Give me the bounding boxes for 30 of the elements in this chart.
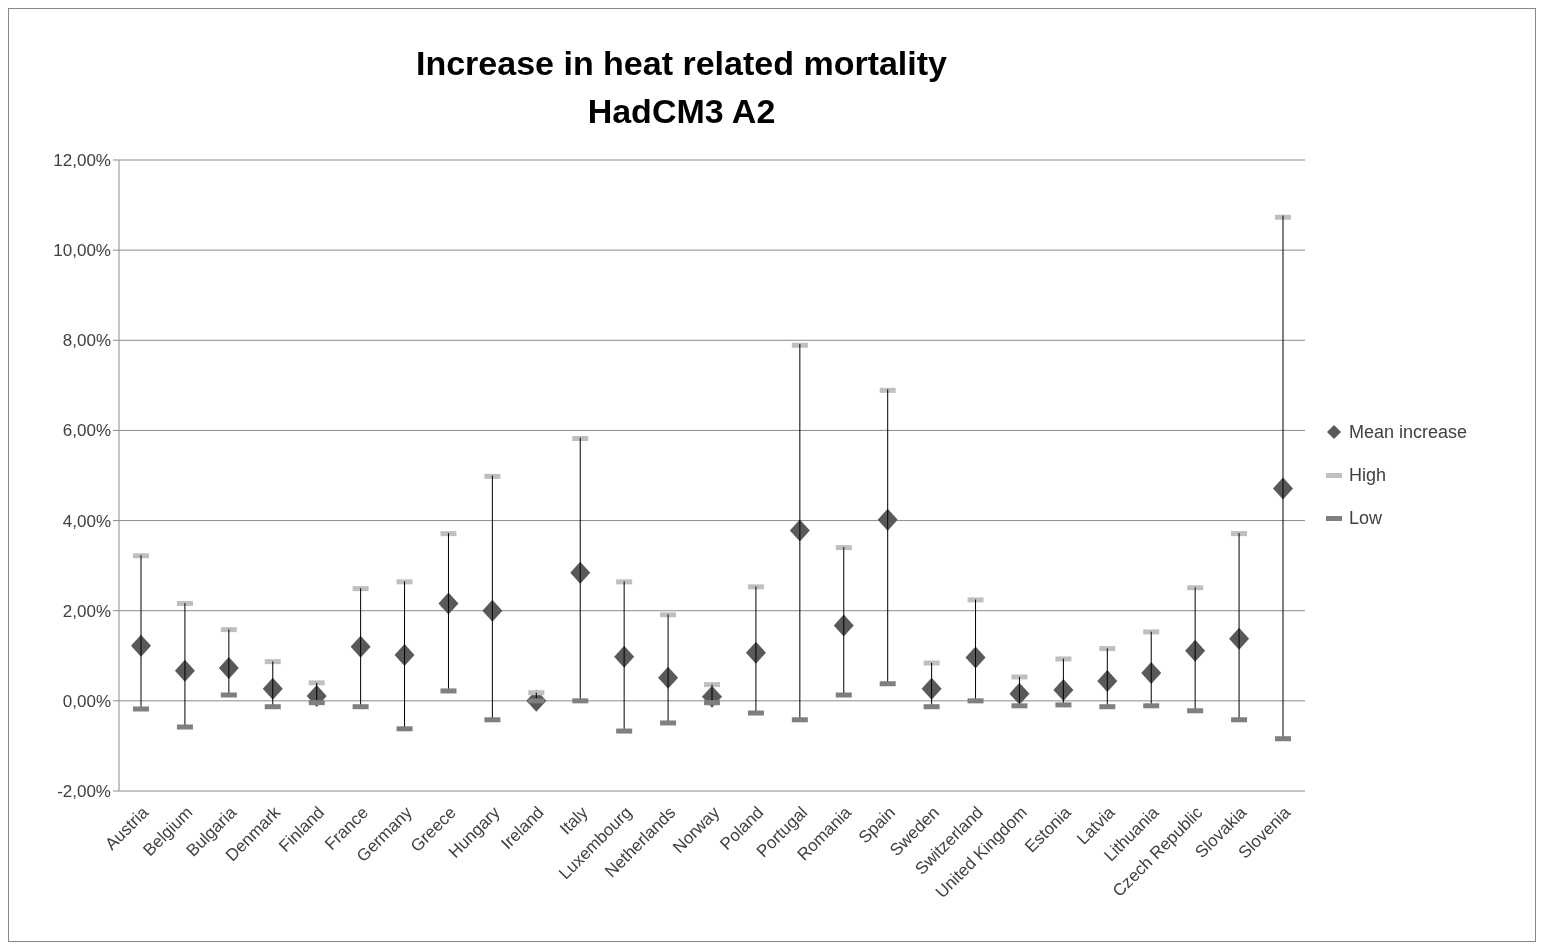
point bbox=[789, 519, 810, 542]
point bbox=[877, 508, 898, 531]
point bbox=[438, 592, 459, 615]
point bbox=[1053, 679, 1074, 702]
point bbox=[570, 561, 591, 584]
point bbox=[394, 643, 415, 666]
y-tick-label: -2,00% bbox=[57, 782, 111, 802]
y-tick-label: 8,00% bbox=[62, 331, 111, 351]
point bbox=[218, 656, 239, 679]
y-tick-label: 12,00% bbox=[53, 151, 111, 171]
point bbox=[1141, 661, 1162, 684]
legend-label: Mean increase bbox=[1349, 421, 1468, 443]
y-tick-label: 0,00% bbox=[62, 691, 111, 711]
y-tick-label: 6,00% bbox=[62, 421, 111, 441]
point bbox=[614, 645, 635, 668]
point bbox=[833, 614, 854, 637]
legend-label: Low bbox=[1349, 507, 1383, 529]
point bbox=[921, 677, 942, 700]
point bbox=[1097, 670, 1118, 693]
point bbox=[262, 677, 283, 700]
y-tick-label: 2,00% bbox=[62, 601, 111, 621]
y-tick-label: 4,00% bbox=[62, 511, 111, 531]
point bbox=[482, 599, 503, 622]
y-tick-label: 10,00% bbox=[53, 241, 111, 261]
point bbox=[965, 646, 986, 669]
chart-title: Increase in heat related mortality HadCM3 A2 bbox=[415, 43, 948, 132]
legend-label: High bbox=[1349, 464, 1387, 486]
point bbox=[1185, 639, 1206, 662]
point bbox=[1009, 682, 1030, 705]
point bbox=[350, 635, 371, 658]
